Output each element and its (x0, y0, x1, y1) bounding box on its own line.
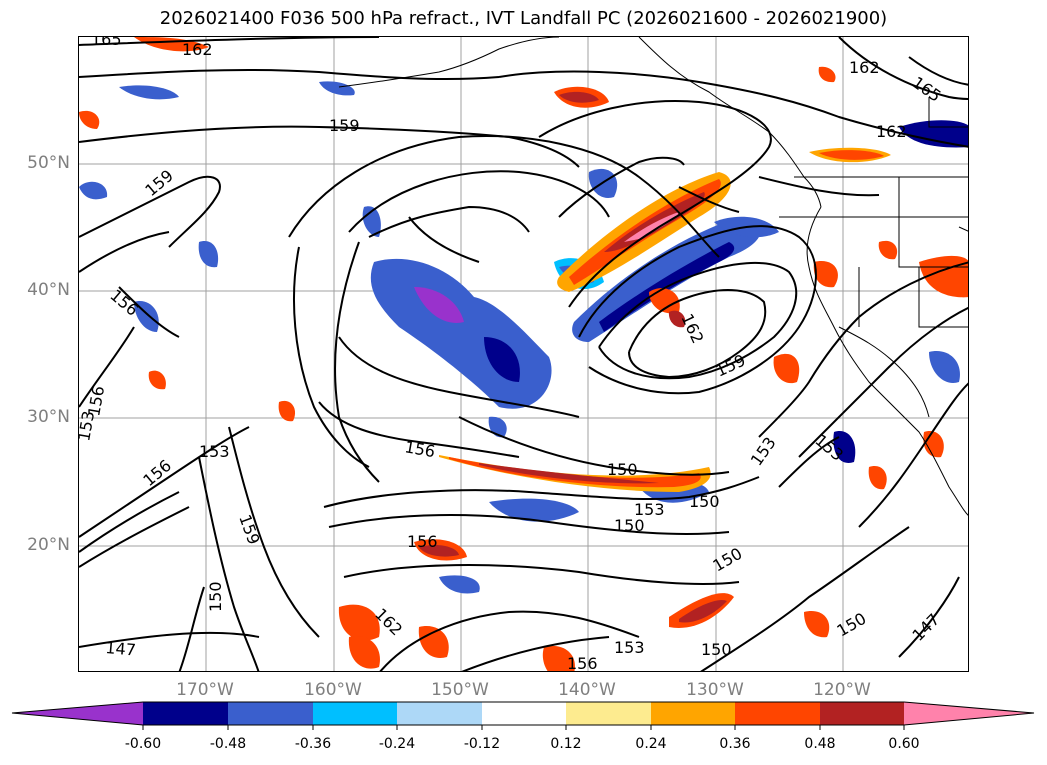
contour-label: 150 (710, 544, 746, 576)
contour-label: 156 (403, 437, 436, 461)
lat-label-30n: 30°N (27, 407, 70, 427)
contour-label: 159 (141, 166, 177, 200)
contour-label: 150 (614, 516, 645, 535)
contour-label: 150 (689, 492, 720, 511)
colorbar-swatch (651, 702, 735, 725)
contour-label: 162 (876, 122, 907, 141)
positive-anomaly-fills (79, 37, 968, 671)
contour-label: 159 (713, 350, 749, 380)
colorbar-extend-high (904, 702, 1034, 725)
contour-label: 159 (235, 512, 263, 547)
contour-label: 162 (849, 58, 880, 77)
contour-label: 150 (206, 581, 225, 612)
colorbar-tick: 0.24 (635, 736, 667, 752)
contour-label: 150 (607, 460, 638, 479)
map-canvas: 165 162 162 165 159 162 159 156 162 159 … (79, 37, 968, 672)
colorbar-swatch (313, 702, 397, 725)
colorbar-tick: -0.12 (463, 736, 501, 752)
map-title: 2026021400 F036 500 hPa refract., IVT La… (159, 8, 888, 29)
contour-label: 150 (834, 609, 870, 641)
lon-label-160w: 160°W (304, 680, 362, 700)
colorbar-tick: 0.48 (804, 736, 836, 752)
lat-label-20n: 20°N (27, 535, 70, 555)
colorbar-swatch (735, 702, 820, 725)
contour-label: 147 (908, 610, 943, 645)
colorbar-tick: 0.12 (550, 736, 582, 752)
colorbar-swatch (566, 702, 651, 725)
lon-label-140w: 140°W (558, 680, 616, 700)
contour-label: 153 (747, 433, 780, 469)
colorbar (11, 701, 1035, 730)
lon-label-170w: 170°W (176, 680, 234, 700)
colorbar-swatch (143, 702, 228, 725)
colorbar-tick: 0.60 (888, 736, 920, 752)
colorbar-tick: -0.36 (294, 736, 332, 752)
contour-label: 159 (329, 116, 360, 135)
lon-label-150w: 150°W (431, 680, 489, 700)
contour-label: 153 (79, 409, 98, 442)
colorbar-swatch (397, 702, 482, 725)
colorbar-tick: -0.60 (124, 736, 162, 752)
map-panel: 165 162 162 165 159 162 159 156 162 159 … (78, 36, 969, 672)
lon-label-130w: 130°W (686, 680, 744, 700)
coastlines (338, 37, 968, 516)
contour-label: 165 (91, 37, 122, 49)
height-contours (79, 37, 968, 671)
colorbar-extend-low (12, 702, 143, 725)
colorbar-swatch (820, 702, 904, 725)
contour-label: 156 (567, 654, 598, 672)
colorbar-swatch (228, 702, 313, 725)
lat-label-50n: 50°N (27, 153, 70, 173)
contour-label: 156 (407, 532, 438, 551)
graticule (79, 37, 968, 671)
lat-label-40n: 40°N (27, 280, 70, 300)
negative-anomaly-fills (79, 81, 968, 594)
contour-label: 147 (105, 638, 137, 660)
colorbar-tick: 0.36 (719, 736, 751, 752)
contour-label: 150 (701, 640, 732, 659)
lon-label-120w: 120°W (813, 680, 871, 700)
colorbar-swatch (482, 702, 566, 725)
contour-label: 162 (182, 40, 213, 59)
contour-label: 153 (614, 638, 645, 657)
contour-label: 162 (677, 311, 707, 347)
contour-label: 165 (909, 73, 945, 106)
colorbar-tick: -0.24 (378, 736, 416, 752)
contour-label: 153 (634, 500, 665, 519)
colorbar-tick: -0.48 (209, 736, 247, 752)
contour-label: 156 (139, 456, 175, 490)
contour-label: 153 (199, 442, 230, 461)
